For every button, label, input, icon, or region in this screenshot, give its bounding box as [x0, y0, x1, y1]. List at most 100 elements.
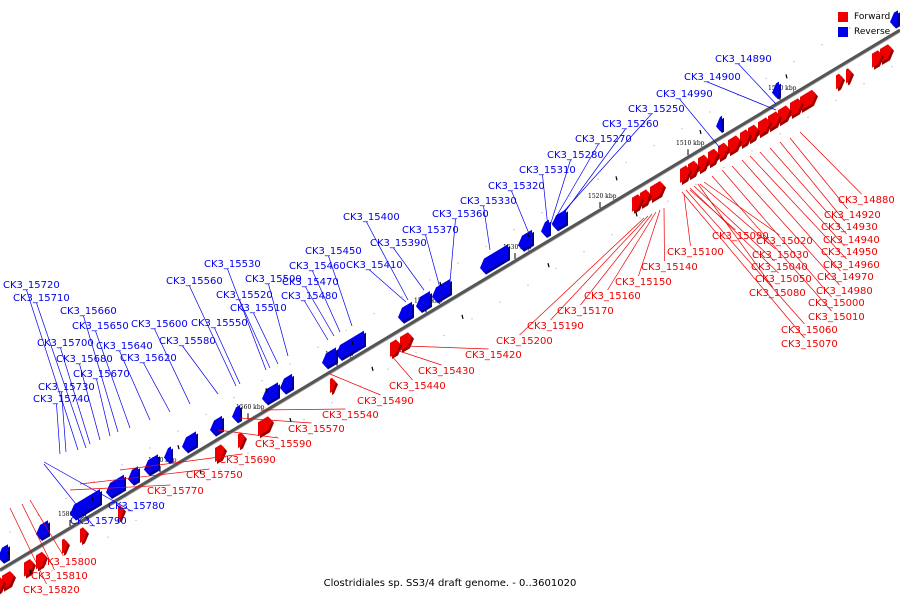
forward-gene-leader: [239, 417, 312, 424]
forward-gene-label: CK3_15590: [255, 439, 312, 450]
reverse-gene: [182, 431, 196, 452]
track-dot: [387, 368, 389, 370]
track-dot: [9, 531, 11, 533]
forward-gene-leader: [395, 349, 442, 366]
reverse-gene-leader: [483, 205, 491, 251]
reverse-gene-leader: [511, 190, 531, 237]
forward-gene-label: CK3_14920: [824, 210, 881, 221]
reverse-gene-label: CK3_15280: [547, 150, 604, 161]
reverse-gene-label: CK3_15660: [60, 306, 117, 317]
reverse-gene: [398, 301, 412, 322]
feature-mark: [527, 233, 530, 238]
reverse-gene-leader: [738, 63, 777, 105]
forward-gene-label: CK3_14930: [821, 222, 878, 233]
reverse-gene-leader: [143, 362, 171, 413]
forward-gene-leader: [779, 141, 845, 222]
forward-gene: [118, 505, 124, 521]
feature-mark: [7, 551, 10, 556]
reverse-gene: [541, 219, 549, 236]
track-dot: [247, 452, 249, 454]
track-dot: [163, 502, 165, 505]
forward-gene-leader: [29, 499, 64, 557]
reverse-gene-label: CK3_14890: [715, 54, 772, 65]
forward-gene-label: CK3_15080: [749, 288, 806, 299]
tick-label: 1530 kbp: [503, 244, 532, 251]
track-dot: [793, 60, 795, 63]
forward-gene-leader: [389, 353, 413, 381]
genome-axis: [0, 28, 900, 572]
feature-mark: [785, 74, 788, 79]
forward-gene-label: CK3_15150: [615, 277, 672, 288]
track-dot: [205, 413, 207, 416]
track-dot: [863, 82, 865, 85]
legend-reverse: Reverse: [838, 24, 890, 39]
forward-gene-label: CK3_15190: [527, 321, 584, 332]
reverse-gene-label: CK3_15510: [230, 303, 287, 314]
forward-gene: [728, 135, 740, 155]
forward-gene-label: CK3_15090: [712, 231, 769, 242]
reverse-gene-label: CK3_15720: [3, 280, 60, 291]
track-dot: [275, 435, 277, 438]
track-dot: [471, 318, 473, 320]
reverse-gene-label: CK3_15680: [56, 354, 113, 365]
forward-gene-leader: [607, 211, 657, 291]
track-dot: [681, 128, 683, 130]
reverse-gene-leader: [551, 143, 599, 225]
reverse-gene: [262, 382, 278, 404]
track-dot: [667, 200, 669, 202]
forward-gene-label: CK3_15420: [465, 350, 522, 361]
forward-gene-label: CK3_15000: [808, 298, 865, 309]
reverse-gene-leader: [154, 328, 191, 405]
forward-gene: [238, 432, 245, 449]
forward-gene-label: CK3_14970: [817, 272, 874, 283]
track-dot: [765, 77, 767, 80]
track-dot: [695, 183, 697, 186]
reverse-gene-leader: [214, 327, 241, 385]
forward-gene-label: CK3_15040: [751, 262, 808, 273]
reverse-gene-label: CK3_15560: [166, 276, 223, 287]
forward-gene-label: CK3_14880: [838, 195, 895, 206]
reverse-gene: [70, 497, 86, 519]
forward-gene-label: CK3_14980: [816, 286, 873, 297]
forward-gene-label: CK3_15060: [781, 325, 838, 336]
forward-gene-leader: [663, 207, 665, 262]
forward-gene-leader: [638, 209, 661, 277]
forward-gene-leader: [217, 429, 279, 439]
forward-gene-label: CK3_15050: [755, 274, 812, 285]
feature-mark: [371, 366, 374, 371]
track-dot: [373, 312, 375, 315]
track-dot: [653, 144, 655, 147]
reverse-gene-leader: [189, 285, 237, 387]
reverse-gene-leader: [61, 391, 67, 453]
track-dot: [499, 301, 501, 303]
track-dot: [569, 195, 571, 197]
reverse-gene-label: CK3_15370: [402, 225, 459, 236]
forward-gene: [62, 538, 68, 554]
forward-gene: [836, 73, 843, 90]
reverse-gene-label: CK3_15250: [628, 104, 685, 115]
forward-gene: [400, 332, 412, 351]
forward-gene-leader: [685, 189, 805, 325]
reverse-gene-leader: [542, 174, 549, 229]
tick-label: 1510 kbp: [676, 140, 705, 147]
reverse-gene-label: CK3_15330: [460, 196, 517, 207]
feature-mark: [265, 388, 268, 393]
track-dot: [429, 279, 431, 281]
reverse-gene-leader: [555, 128, 626, 225]
track-dot: [149, 447, 151, 449]
track-dot: [513, 228, 515, 231]
reverse-gene-leader: [56, 403, 61, 455]
reverse-gene-leader: [239, 299, 271, 369]
track-dot: [51, 570, 53, 572]
track-dot: [555, 267, 557, 270]
forward-gene-leader: [789, 137, 848, 210]
track-dot: [135, 519, 137, 522]
feature-mark: [547, 263, 550, 268]
track-dot: [625, 161, 627, 164]
forward-gene-leader: [711, 175, 832, 312]
reverse-gene-leader: [312, 270, 341, 333]
forward-gene-leader: [261, 408, 346, 411]
reverse-gene: [432, 279, 450, 302]
forward-gene-leader: [699, 183, 776, 250]
